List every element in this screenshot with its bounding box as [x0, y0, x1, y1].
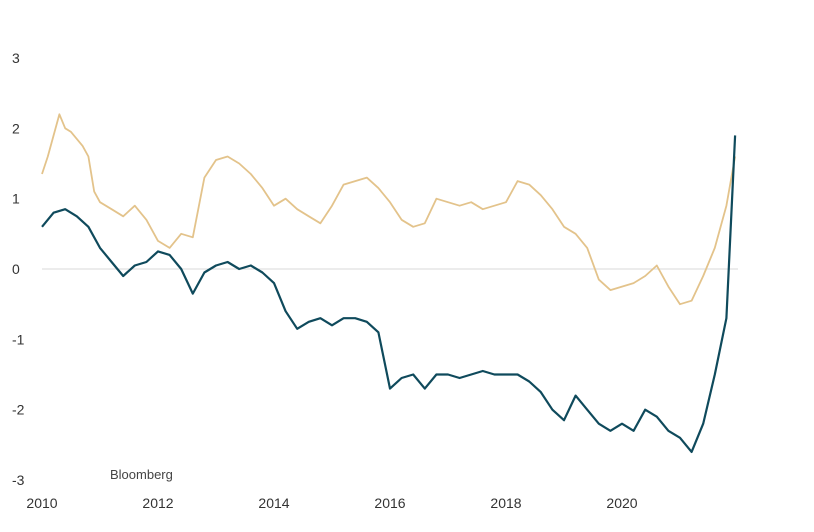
x-tick-label: 2010	[26, 495, 57, 511]
series-lines	[41, 113, 737, 453]
y-tick-label: -1	[12, 331, 25, 347]
y-tick-label: -3	[12, 472, 25, 488]
y-tick-label: 0	[12, 261, 20, 277]
x-tick-label: 2018	[490, 495, 521, 511]
x-tick-label: 2014	[258, 495, 289, 511]
y-tick-label: 2	[12, 120, 20, 136]
series-line-2	[41, 135, 737, 453]
y-tick-label: 3	[12, 50, 20, 66]
y-axis-tick-labels: 3 2 1 0 -1 -2 -3	[12, 50, 25, 488]
x-tick-label: 2016	[374, 495, 405, 511]
series-line-1	[41, 113, 736, 306]
x-tick-label: 2020	[606, 495, 637, 511]
y-tick-label: -2	[12, 402, 25, 418]
x-axis-tick-labels: 2010 2012 2014 2016 2018 2020	[26, 495, 637, 511]
y-tick-label: 1	[12, 191, 20, 207]
x-tick-label: 2012	[142, 495, 173, 511]
source-label: Bloomberg	[110, 467, 173, 482]
